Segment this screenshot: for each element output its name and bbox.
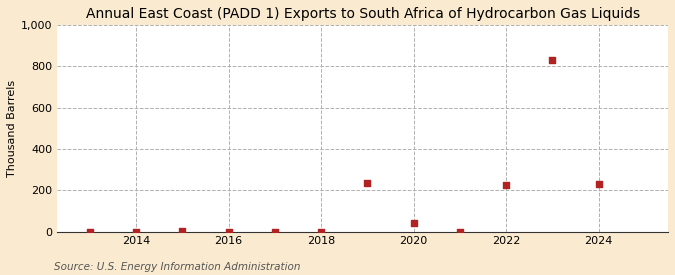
Point [84, 229, 95, 234]
Point [316, 229, 327, 234]
Point [131, 229, 142, 234]
Y-axis label: Thousand Barrels: Thousand Barrels [7, 80, 17, 177]
Point [454, 229, 465, 234]
Point [547, 58, 558, 63]
Text: Source: U.S. Energy Information Administration: Source: U.S. Energy Information Administ… [54, 262, 300, 272]
Point [362, 180, 373, 185]
Point [223, 229, 234, 234]
Point [593, 182, 604, 186]
Title: Annual East Coast (PADD 1) Exports to South Africa of Hydrocarbon Gas Liquids: Annual East Coast (PADD 1) Exports to So… [86, 7, 640, 21]
Point [408, 220, 419, 225]
Point [501, 183, 512, 188]
Point [269, 229, 280, 234]
Point [177, 229, 188, 233]
